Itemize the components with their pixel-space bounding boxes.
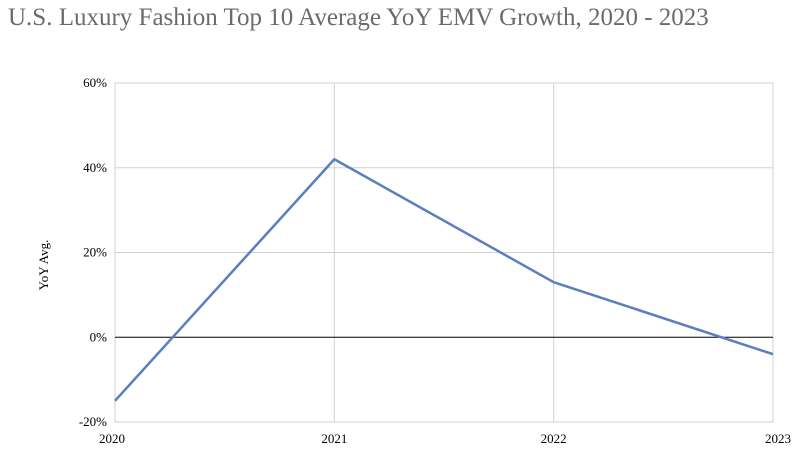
series-line <box>114 158 774 402</box>
chart-title: U.S. Luxury Fashion Top 10 Average YoY E… <box>8 4 709 31</box>
y-tick-label: -20% <box>79 414 107 429</box>
x-tick-label: 2022 <box>541 431 567 446</box>
y-tick-label: 0% <box>90 329 108 344</box>
y-tick-label: 60% <box>83 75 107 90</box>
y-tick-label: 40% <box>83 160 107 175</box>
series-layer <box>114 158 774 402</box>
x-tick-label: 2020 <box>99 431 125 446</box>
gridlines <box>114 82 774 423</box>
x-tick-label: 2021 <box>321 431 347 446</box>
y-tick-label: 20% <box>83 245 107 260</box>
y-axis-title: YoY Avg. <box>36 240 51 291</box>
tick-labels: -20% 0% 20% 40% 60% 2020 2021 2022 2023 <box>79 75 791 446</box>
x-tick-label: 2023 <box>765 431 791 446</box>
